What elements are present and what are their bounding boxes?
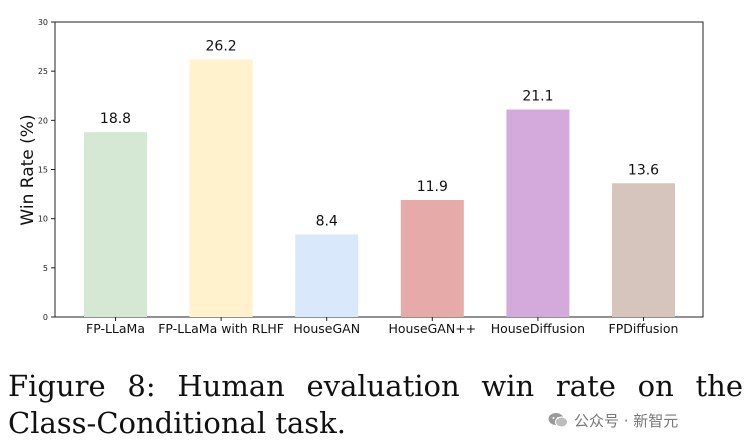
bar-value-label: 18.8 [100,111,131,127]
x-tick-label: FPDiffusion [609,321,679,336]
figure-caption: Figure 8: Human evaluation win rate on t… [8,369,743,440]
value-labels: 18.8 26.2 8.4 11.9 21.1 13.6 [100,38,659,229]
x-tick-label: FP-LLaMa with RLHF [158,321,284,336]
bar-chart: 0 5 10 15 20 25 30 Win Rate (%) 18.8 26.2 8.4 11.… [18,18,704,336]
x-tick-label: HouseGAN++ [388,321,476,336]
bar-value-label: 21.1 [522,89,553,105]
y-tick-label: 10 [38,215,48,224]
x-axis: FP-LLaMa FP-LLaMa with RLHF HouseGAN HouseG… [86,317,678,336]
x-tick-label: FP-LLaMa [86,321,145,336]
plot-frame [54,21,704,318]
bar [612,183,675,317]
watermark-text: 公众号 · 新智元 [574,411,679,430]
bar-value-label: 8.4 [316,213,338,229]
y-tick-label: 20 [38,116,48,125]
y-tick-label: 30 [38,18,48,27]
y-tick-label: 5 [43,264,48,273]
bar [295,234,359,317]
bar [400,199,464,317]
x-tick-label: HouseGAN [293,321,360,336]
y-axis: 0 5 10 15 20 25 30 [38,18,55,322]
y-tick-label: 25 [38,67,48,76]
bar [506,109,570,318]
wechat-icon [548,412,568,428]
bar [189,59,253,317]
bar-value-label: 26.2 [206,38,237,54]
bar [84,132,147,317]
bar-value-label: 11.9 [417,179,448,195]
bars [84,59,675,318]
bar-value-label: 13.6 [628,162,659,178]
y-tick-label: 0 [43,313,48,322]
y-axis-label: Win Rate (%) [18,114,38,225]
watermark: 公众号 · 新智元 [548,408,743,432]
y-tick-label: 15 [38,166,48,175]
x-tick-label: HouseDiffusion [491,321,585,336]
